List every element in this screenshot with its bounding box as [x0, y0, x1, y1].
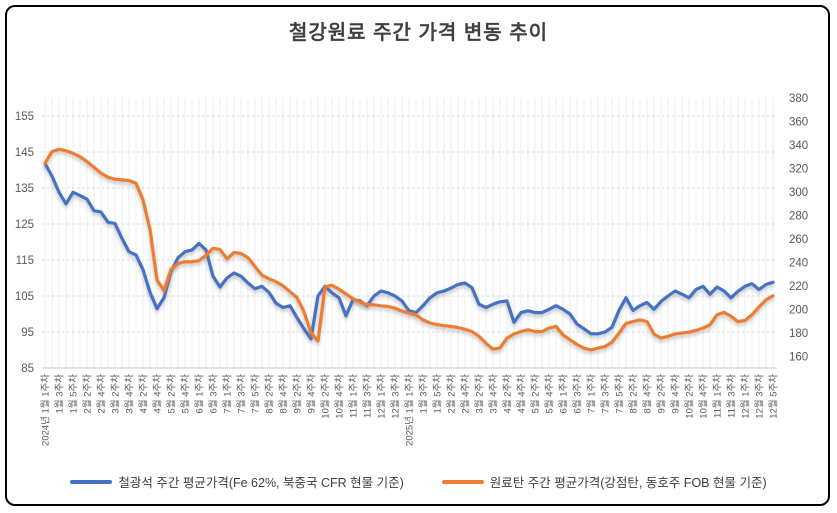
- svg-text:220: 220: [789, 281, 808, 293]
- svg-text:6월 3주차: 6월 3주차: [572, 374, 584, 414]
- svg-text:10월 2주차: 10월 2주차: [684, 374, 696, 419]
- svg-text:125: 125: [15, 219, 34, 231]
- svg-text:5월 2주차: 5월 2주차: [530, 374, 542, 414]
- svg-text:11월 3주차: 11월 3주차: [362, 374, 374, 418]
- legend-label-coking-coal: 원료탄 주간 평균가격(강점탄, 동호주 FOB 현물 기준): [489, 476, 767, 490]
- svg-text:11월 1주차: 11월 1주차: [712, 374, 724, 418]
- svg-text:12월 5주차: 12월 5주차: [768, 374, 780, 419]
- svg-text:320: 320: [789, 163, 808, 175]
- svg-text:7월 5주차: 7월 5주차: [250, 374, 262, 414]
- svg-text:2025년 1월 1주차: 2025년 1월 1주차: [404, 374, 416, 446]
- legend-item-iron-ore: 철광석 주간 평균가격(Fe 62%, 북중국 CFR 현물 기준): [70, 472, 404, 491]
- svg-text:8월 2주차: 8월 2주차: [264, 374, 276, 414]
- svg-text:12월 1주차: 12월 1주차: [376, 374, 388, 419]
- legend-line-swatch-blue: [70, 479, 113, 484]
- svg-text:9월 4주차: 9월 4주차: [306, 374, 318, 414]
- legend: 철광석 주간 평균가격(Fe 62%, 북중국 CFR 현물 기준) 원료탄 주…: [0, 472, 837, 491]
- svg-text:85: 85: [21, 363, 34, 375]
- svg-text:12월 3주차: 12월 3주차: [390, 374, 402, 419]
- svg-text:7월 1주차: 7월 1주차: [222, 374, 234, 414]
- weekly-gridlines: [44, 98, 774, 368]
- svg-text:160: 160: [789, 351, 808, 363]
- svg-text:1월 5주차: 1월 5주차: [432, 374, 444, 414]
- svg-text:2월 2주차: 2월 2주차: [82, 374, 94, 414]
- svg-text:3월 2주차: 3월 2주차: [110, 374, 122, 414]
- svg-text:300: 300: [789, 187, 808, 199]
- svg-text:8월 4주차: 8월 4주차: [278, 374, 290, 414]
- svg-text:95: 95: [21, 327, 34, 339]
- svg-text:6월 3주차: 6월 3주차: [208, 374, 220, 414]
- svg-text:9월 2주차: 9월 2주차: [292, 374, 304, 414]
- svg-text:105: 105: [15, 291, 34, 303]
- svg-text:4월 2주차: 4월 2주차: [138, 374, 150, 414]
- svg-text:10월 4주차: 10월 4주차: [698, 374, 710, 419]
- svg-text:240: 240: [789, 257, 808, 269]
- legend-item-coking-coal: 원료탄 주간 평균가격(강점탄, 동호주 FOB 현물 기준): [441, 472, 767, 491]
- svg-text:7월 3주차: 7월 3주차: [236, 374, 248, 414]
- svg-text:5월 2주차: 5월 2주차: [166, 374, 178, 414]
- svg-text:4월 4주차: 4월 4주차: [152, 374, 164, 414]
- svg-text:155: 155: [15, 111, 34, 123]
- left-axis-labels: 85 95 105 115 125 135 145 155: [15, 111, 34, 375]
- svg-text:12월 3주차: 12월 3주차: [754, 374, 766, 419]
- svg-text:200: 200: [789, 304, 808, 316]
- svg-text:6월 1주차: 6월 1주차: [194, 374, 206, 414]
- svg-text:11월 3주차: 11월 3주차: [726, 374, 738, 418]
- svg-text:4월 4주차: 4월 4주차: [516, 374, 528, 414]
- right-axis-labels: 160 180 200 220 240 260 280 300 320 340 360 380: [789, 93, 808, 363]
- x-axis-labels: 2024년 1월 1주차 1월 3주차 1월 5주차 2월 2주차 2월 4주차 3월 2…: [40, 374, 780, 446]
- svg-text:3월 2주차: 3월 2주차: [474, 374, 486, 414]
- chart-title: 철강원료 주간 가격 변동 추이: [288, 22, 549, 44]
- svg-text:135: 135: [15, 183, 34, 195]
- svg-text:2월 4주차: 2월 4주차: [460, 374, 472, 414]
- svg-text:3월 4주차: 3월 4주차: [488, 374, 500, 414]
- svg-text:8월 4주차: 8월 4주차: [642, 374, 654, 414]
- svg-text:8월 2주차: 8월 2주차: [628, 374, 640, 414]
- svg-text:1월 3주차: 1월 3주차: [54, 374, 66, 414]
- svg-text:2024년 1월 1주차: 2024년 1월 1주차: [40, 374, 52, 446]
- svg-text:9월 2주차: 9월 2주차: [656, 374, 668, 414]
- svg-text:4월 2주차: 4월 2주차: [502, 374, 514, 414]
- svg-text:7월 5주차: 7월 5주차: [614, 374, 626, 414]
- svg-text:340: 340: [789, 140, 808, 152]
- svg-text:9월 4주차: 9월 4주차: [670, 374, 682, 414]
- svg-text:260: 260: [789, 234, 808, 246]
- svg-text:5월 4주차: 5월 4주차: [544, 374, 556, 414]
- svg-text:180: 180: [789, 328, 808, 340]
- svg-text:6월 1주차: 6월 1주차: [558, 374, 570, 414]
- legend-line-swatch-orange: [441, 479, 484, 484]
- svg-text:5월 4주차: 5월 4주차: [180, 374, 192, 414]
- series-line-coking-coal: [43, 147, 775, 352]
- svg-text:380: 380: [789, 93, 808, 105]
- svg-text:2월 2주차: 2월 2주차: [446, 374, 458, 414]
- svg-text:10월 2주차: 10월 2주차: [320, 374, 332, 419]
- svg-text:3월 4주차: 3월 4주차: [124, 374, 136, 414]
- svg-text:145: 145: [15, 147, 34, 159]
- svg-text:115: 115: [16, 255, 34, 267]
- svg-text:2월 4주차: 2월 4주차: [96, 374, 108, 414]
- legend-label-iron-ore: 철광석 주간 평균가격(Fe 62%, 북중국 CFR 현물 기준): [118, 476, 404, 490]
- series-line-iron-ore: [43, 161, 775, 341]
- svg-text:10월 4주차: 10월 4주차: [334, 374, 346, 419]
- svg-text:7월 3주차: 7월 3주차: [600, 374, 612, 414]
- svg-text:360: 360: [789, 116, 808, 128]
- svg-text:11월 1주차: 11월 1주차: [348, 374, 360, 418]
- svg-text:1월 5주차: 1월 5주차: [68, 374, 80, 414]
- svg-text:12월 1주차: 12월 1주차: [740, 374, 752, 419]
- svg-text:7월 1주차: 7월 1주차: [586, 374, 598, 414]
- svg-text:280: 280: [789, 210, 808, 222]
- svg-text:1월 3주차: 1월 3주차: [418, 374, 430, 414]
